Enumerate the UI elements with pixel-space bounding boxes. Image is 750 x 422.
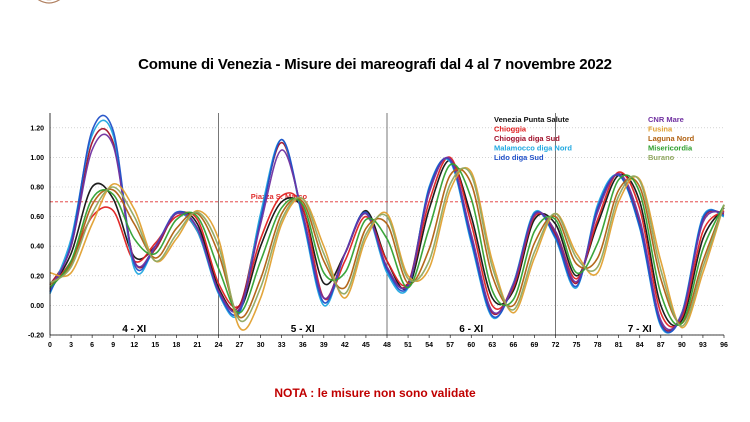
legend-entry-laguna-nord: Laguna Nord	[648, 134, 695, 143]
page-title: Comune di Venezia - Misure dei mareograf…	[138, 56, 612, 73]
legend-entry-cnr-mare: CNR Mare	[648, 115, 684, 124]
x-tick-label: 24	[215, 342, 223, 349]
x-tick-label: 3	[69, 342, 73, 349]
x-tick-label: 36	[299, 342, 307, 349]
x-tick-label: 81	[615, 342, 623, 349]
y-tick-label: 0.20	[30, 273, 44, 280]
y-tick-label: 0.60	[30, 214, 44, 221]
legend-entry-malamocco-diga-nord: Malamocco diga Nord	[494, 144, 572, 153]
y-tick-label: 1.20	[30, 125, 44, 132]
series-line-fusina	[49, 166, 725, 331]
x-tick-labels: 0 3 6 9 12 15 18 21 24 27 30 33 36 39 42 45 48 51 54 57 60 63…	[48, 342, 728, 349]
x-tick-label: 9	[111, 342, 115, 349]
day-label: 4 - XI	[122, 324, 146, 335]
x-tick-label: 69	[531, 342, 539, 349]
x-tick-label: 39	[320, 342, 328, 349]
x-tick-label: 0	[48, 342, 52, 349]
reference-line-label: Piazza S. Marco	[251, 192, 308, 201]
y-tick-label: 1.00	[30, 155, 44, 162]
legend-entry-fusina: Fusina	[648, 125, 673, 134]
x-tick-label: 87	[657, 342, 665, 349]
x-tick-label: 63	[488, 342, 496, 349]
x-tick-label: 57	[446, 342, 454, 349]
y-tick-label: 0.40	[30, 244, 44, 251]
validation-note: NOTA : le misure non sono validate	[274, 386, 476, 400]
x-tick-label: 75	[573, 342, 581, 349]
series-line-laguna-nord	[49, 168, 725, 325]
day-label: 7 - XI	[628, 324, 652, 335]
y-tick-label: 0.80	[30, 185, 44, 192]
legend-entry-chioggia-diga-sud: Chioggia diga Sud	[494, 134, 560, 143]
x-tick-label: 12	[130, 342, 138, 349]
x-tick-label: 84	[636, 342, 644, 349]
series-line-misericordia	[49, 163, 725, 326]
x-tick-label: 30	[257, 342, 265, 349]
day-labels: 4 - XI 5 - XI 6 - XI 7 - XI	[122, 324, 652, 335]
x-tick-label: 54	[425, 342, 433, 349]
x-tick-label: 21	[194, 342, 202, 349]
legend-entry-venezia-punta-salute: Venezia Punta Salute	[494, 115, 569, 124]
x-tick-label: 6	[90, 342, 94, 349]
x-tick-label: 48	[383, 342, 391, 349]
x-tick-label: 96	[720, 342, 728, 349]
x-tick-label: 15	[151, 342, 159, 349]
legend-entry-lido-diga-sud: Lido diga Sud	[494, 153, 544, 162]
legend-entry-misericordia: Misericordia	[648, 144, 693, 153]
x-tick-label: 66	[509, 342, 517, 349]
y-tick-label: 0.00	[30, 303, 44, 310]
seal-logo	[37, 0, 61, 4]
legend-entry-burano: Burano	[648, 153, 675, 162]
x-tick-label: 42	[341, 342, 349, 349]
day-label: 5 - XI	[291, 324, 315, 335]
y-tick-label: -0.20	[28, 333, 44, 340]
axes	[49, 113, 725, 338]
y-tick-labels: -0.20 0.00 0.20 0.40 0.60 0.80 1.00 1.20	[28, 125, 44, 339]
x-tick-label: 27	[236, 342, 244, 349]
x-tick-label: 60	[467, 342, 475, 349]
x-tick-label: 72	[552, 342, 560, 349]
series-line-burano	[49, 167, 725, 327]
x-tick-label: 33	[278, 342, 286, 349]
reference-line: Piazza S. Marco	[50, 192, 724, 203]
x-tick-label: 78	[594, 342, 602, 349]
series-lines	[49, 114, 725, 334]
legend-entry-chioggia: Chioggia	[494, 125, 527, 134]
x-tick-label: 93	[699, 342, 707, 349]
series-line-cnr-mare	[49, 133, 725, 331]
x-tick-label: 18	[172, 342, 180, 349]
x-tick-label: 45	[362, 342, 370, 349]
x-tick-label: 51	[404, 342, 412, 349]
x-tick-label: 90	[678, 342, 686, 349]
day-label: 6 - XI	[459, 324, 483, 335]
